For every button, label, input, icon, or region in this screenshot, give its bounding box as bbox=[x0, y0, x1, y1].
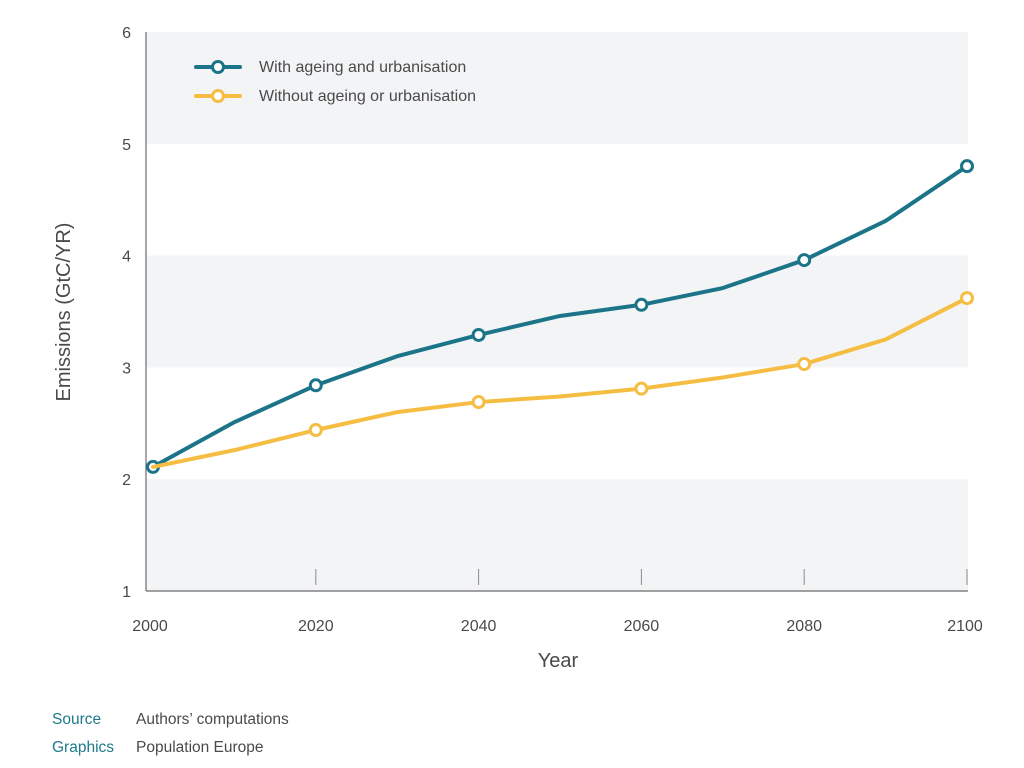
series-layer bbox=[146, 159, 974, 474]
graphics-label: Graphics bbox=[52, 739, 115, 756]
legend-swatch-marker bbox=[211, 60, 225, 74]
x-tick-label: 2100 bbox=[947, 618, 983, 635]
y-tick-label: 2 bbox=[122, 472, 131, 489]
grid-band bbox=[146, 255, 968, 368]
y-axis-ticks: 1 2 3 4 5 6 bbox=[122, 25, 131, 601]
graphics-credit: Graphics Population Europe bbox=[52, 738, 264, 758]
series-1 bbox=[146, 159, 974, 474]
data-point bbox=[797, 253, 812, 268]
y-tick-label: 1 bbox=[122, 584, 131, 601]
data-point bbox=[797, 357, 812, 372]
source-label: Source bbox=[52, 711, 102, 728]
data-point bbox=[471, 395, 486, 410]
x-tick-label: 2060 bbox=[624, 618, 660, 635]
x-axis-ticks: 2000 2020 2040 2060 2080 2100 bbox=[132, 569, 983, 635]
grid-bands bbox=[146, 32, 968, 591]
source-credit: Source Authors’ computations bbox=[52, 710, 289, 730]
data-point bbox=[471, 327, 486, 342]
y-tick-label: 6 bbox=[122, 25, 131, 42]
data-point bbox=[634, 297, 649, 312]
y-tick-label: 4 bbox=[122, 249, 131, 266]
x-tick-label: 2040 bbox=[461, 618, 497, 635]
source-value: Authors’ computations bbox=[136, 711, 289, 728]
y-tick-label: 5 bbox=[122, 137, 131, 154]
axes bbox=[145, 32, 968, 592]
legend-item: Without ageing or urbanisation bbox=[194, 88, 476, 105]
data-point bbox=[960, 291, 974, 306]
y-tick-label: 3 bbox=[122, 360, 131, 377]
data-point bbox=[634, 381, 649, 396]
legend-label: Without ageing or urbanisation bbox=[259, 88, 476, 105]
x-tick-label: 2000 bbox=[132, 618, 168, 635]
x-axis-title: Year bbox=[538, 650, 579, 672]
legend-label: With ageing and urbanisation bbox=[259, 59, 466, 76]
legend: With ageing and urbanisation Without agei… bbox=[194, 59, 476, 105]
series-2 bbox=[151, 291, 974, 469]
data-point bbox=[308, 378, 323, 393]
series-line bbox=[151, 164, 969, 469]
x-tick-label: 2080 bbox=[786, 618, 822, 635]
legend-swatch-marker bbox=[211, 89, 225, 103]
grid-band bbox=[146, 32, 968, 144]
legend-item: With ageing and urbanisation bbox=[194, 59, 466, 76]
line-chart: 1 2 3 4 5 6 2000 2020 2040 2060 2080 2100 With age… bbox=[53, 25, 983, 672]
x-tick-label: 2020 bbox=[298, 618, 334, 635]
data-point bbox=[308, 423, 323, 438]
grid-band bbox=[146, 479, 968, 591]
graphics-value: Population Europe bbox=[136, 739, 264, 756]
data-point bbox=[960, 159, 974, 174]
y-axis-title: Emissions (GtC/YR) bbox=[53, 223, 75, 402]
series-line bbox=[151, 296, 969, 469]
